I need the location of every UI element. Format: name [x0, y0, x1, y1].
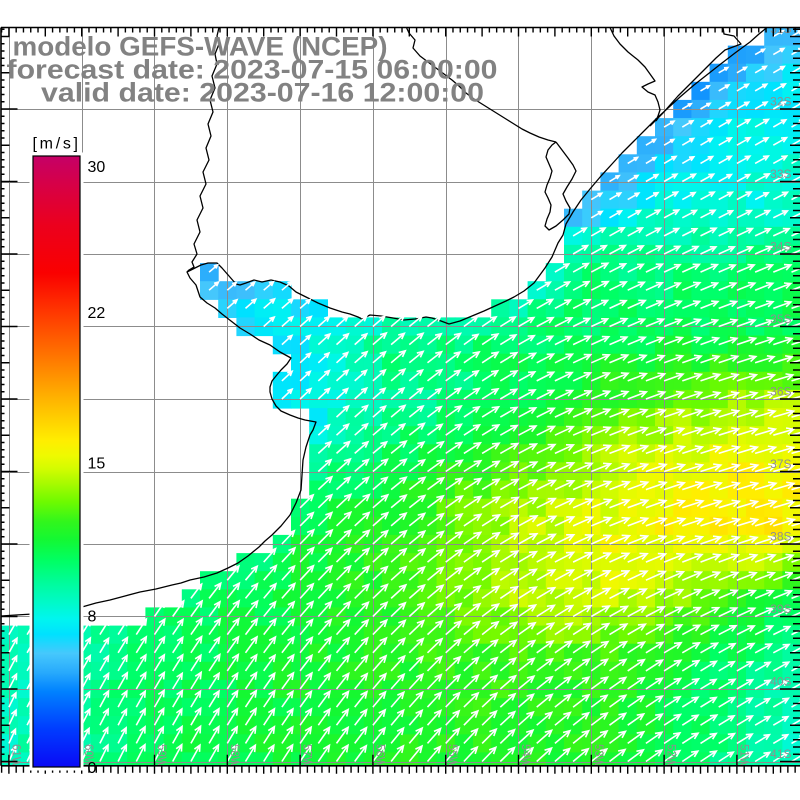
svg-text:52W: 52W [665, 744, 677, 768]
svg-text:40S: 40S [770, 675, 791, 689]
svg-text:55W: 55W [446, 744, 458, 768]
svg-text:0: 0 [88, 760, 97, 777]
svg-text:60W: 60W [82, 744, 94, 768]
svg-text:36S: 36S [770, 385, 791, 399]
svg-text:51W: 51W [737, 744, 749, 768]
svg-text:58W: 58W [228, 744, 240, 768]
svg-text:37S: 37S [770, 457, 791, 471]
svg-text:54W: 54W [519, 744, 531, 768]
svg-text:41S: 41S [770, 747, 791, 761]
svg-text:38S: 38S [770, 530, 791, 544]
svg-text:22: 22 [88, 305, 106, 322]
svg-text:forecast date: 2023-07-15 06:0: forecast date: 2023-07-15 06:00:00 [7, 55, 498, 85]
svg-text:valid date: 2023-07-16 12:00:0: valid date: 2023-07-16 12:00:00 [41, 78, 484, 108]
svg-text:35S: 35S [770, 312, 791, 326]
svg-text:[m/s]: [m/s] [33, 136, 79, 153]
svg-text:32S: 32S [770, 95, 791, 109]
svg-text:53W: 53W [592, 744, 604, 768]
svg-text:15: 15 [88, 456, 106, 473]
svg-text:39S: 39S [770, 602, 791, 616]
svg-text:57W: 57W [301, 744, 313, 768]
svg-text:34S: 34S [770, 240, 791, 254]
svg-text:modelo GEFS-WAVE (NCEP): modelo GEFS-WAVE (NCEP) [13, 32, 388, 62]
svg-text:56W: 56W [373, 744, 385, 768]
svg-text:61W: 61W [9, 744, 21, 768]
svg-text:8: 8 [88, 608, 97, 625]
svg-text:33S: 33S [770, 167, 791, 181]
svg-text:30: 30 [88, 159, 106, 176]
svg-text:59W: 59W [155, 744, 167, 768]
